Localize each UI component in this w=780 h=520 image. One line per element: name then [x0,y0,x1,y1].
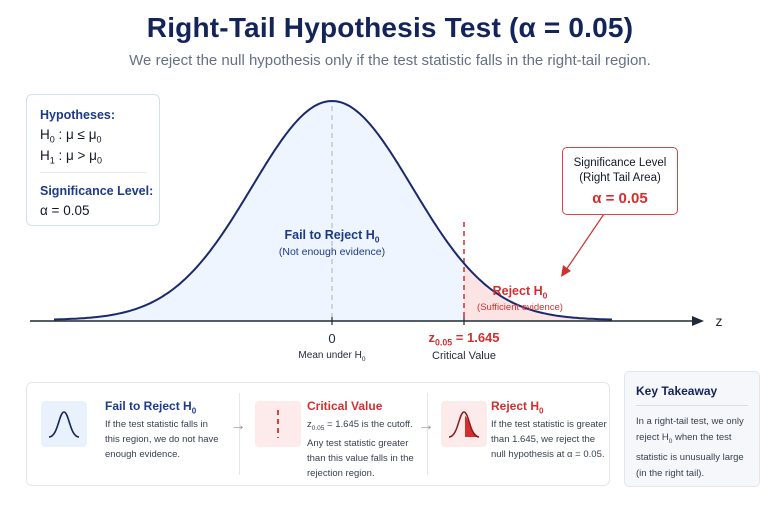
significance-callout-line1: Significance Level [573,157,667,169]
page-title: Right-Tail Hypothesis Test (α = 0.05) [146,12,634,43]
key-takeaway-divider [636,405,748,406]
fail-section-title: Fail to Reject H0 [105,399,197,416]
significance-callout-value: α = 0.05 [592,190,648,207]
hypotheses-card: Hypotheses: H0 : μ ≤ μ0 H1 : μ > μ0 Sign… [26,94,160,226]
zero-tick-label: 0 [328,331,336,346]
page-subtitle: We reject the null hypothesis only if th… [129,52,651,69]
alpha-value: α = 0.05 [40,203,90,218]
reject-region-note: (Sufficient evidence) [477,302,563,313]
critical-line-icon [255,401,301,447]
reject-region-title: Reject H0 [492,284,548,301]
critical-value-caption: Critical Value [432,350,496,362]
z-axis-label: z [715,313,723,329]
hypotheses-divider [40,172,146,173]
normal-curve-diagram [30,99,704,326]
significance-level-callout: Significance Level (Right Tail Area) α =… [562,147,678,215]
fail-region-title: Fail to Reject H0 [284,228,380,245]
section-divider [239,393,240,475]
key-takeaway-card: Key Takeaway In a right-tail test, we on… [624,371,760,487]
alternative-hypothesis: H1 : μ > μ0 [40,148,102,166]
section-divider [427,393,428,475]
null-hypothesis: H0 : μ ≤ μ0 [40,127,102,145]
fail-section-text: If the test statistic falls in this regi… [105,419,219,460]
critical-section-text: z0.05 = 1.645 is the cutoff. Any test st… [307,419,414,479]
right-tail-icon [441,401,487,447]
explanation-panel: Fail to Reject H0 If the test statistic … [26,382,610,486]
key-takeaway-text: In a right-tail test, we only reject H0 … [636,416,744,479]
critical-value-label: z0.05 = 1.645 [428,330,500,348]
bell-curve-icon [41,401,87,447]
rejection-region [464,263,612,321]
mean-under-h0-label: Mean under H0 [298,350,366,363]
reject-section-text: If the test statistic is greater than 1.… [491,419,607,460]
key-takeaway-title: Key Takeaway [636,384,718,398]
critical-section-title: Critical Value [307,399,383,413]
arrow-right-icon: → [230,417,246,434]
reject-section-title: Reject H0 [491,399,544,416]
significance-callout-line2: (Right Tail Area) [579,172,661,184]
significance-pointer-line [565,213,605,271]
fail-to-reject-region [54,101,464,321]
arrow-right-icon: → [418,417,434,434]
hypotheses-heading: Hypotheses: [40,108,116,122]
significance-pointer-arrowhead [561,265,571,277]
normal-curve [53,99,612,321]
fail-region-note: (Not enough evidence) [278,246,386,258]
z-axis-arrowhead [692,316,704,326]
significance-level-heading: Significance Level: [40,184,154,198]
